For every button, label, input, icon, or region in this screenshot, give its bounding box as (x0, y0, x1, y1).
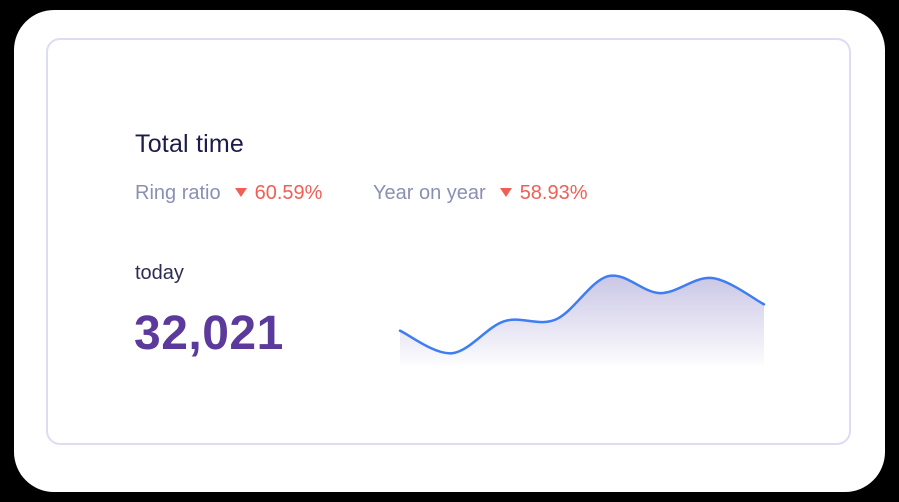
sparkline-area (400, 275, 764, 365)
year-on-year-value: 58.93% (519, 182, 588, 204)
total-value: 32,021 (134, 307, 284, 360)
year-on-year-label: Year on year (373, 182, 486, 204)
card-title: Total time (135, 130, 244, 158)
ring-ratio-label: Ring ratio (135, 182, 221, 204)
ring-ratio-value: 60.59% (254, 182, 323, 204)
ring-ratio-metric: Ring ratio 60.59% (135, 182, 322, 205)
trend-down-icon (499, 188, 512, 197)
sparkline-chart (398, 274, 766, 365)
period-label: today (135, 262, 184, 284)
trend-down-icon (234, 188, 247, 197)
total-time-card: Total time Ring ratio 60.59% Year on yea… (46, 38, 851, 445)
year-on-year-metric: Year on year 58.93% (373, 182, 588, 205)
sparkline-line (398, 274, 766, 355)
